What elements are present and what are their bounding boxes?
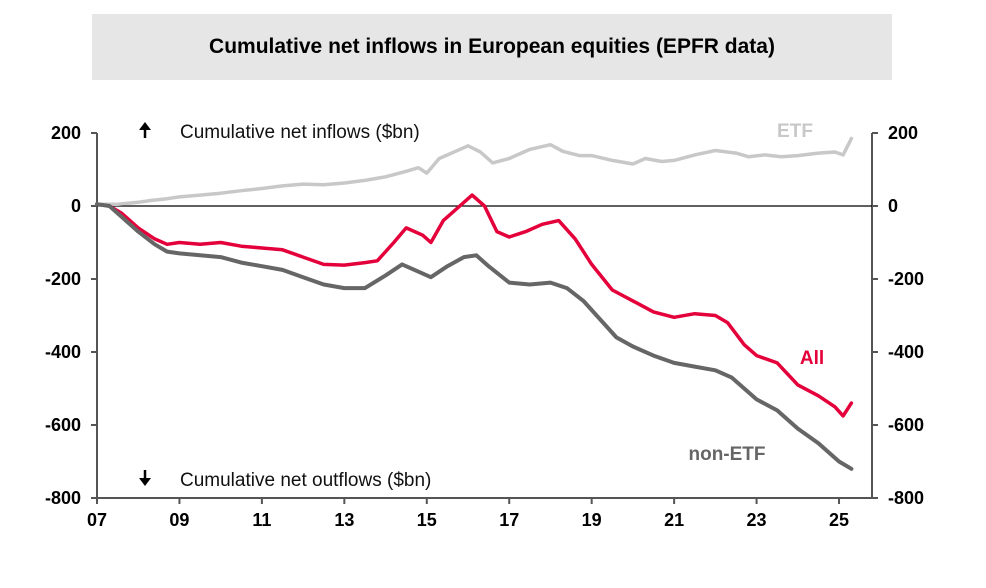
chart-title: Cumulative net inflows in European equit…: [209, 35, 775, 58]
x-tick-label: 07: [87, 510, 107, 530]
y-tick-label-left: 0: [71, 196, 81, 216]
y-tick-label-left: -200: [45, 269, 81, 289]
x-tick-label: 13: [334, 510, 354, 530]
x-tick-label: 09: [169, 510, 189, 530]
annotation-outflows: Cumulative net outflows ($bn): [180, 470, 431, 491]
y-tick-label-left: -600: [45, 415, 81, 435]
y-tick-label-right: -800: [888, 488, 924, 508]
y-tick-label-left: 200: [51, 123, 81, 143]
series-label-all: All: [800, 348, 824, 369]
x-tick-label: 21: [664, 510, 684, 530]
x-tick-label: 11: [252, 510, 271, 530]
series-label-non-etf: non-ETF: [688, 444, 765, 465]
x-tick-label: 23: [747, 510, 767, 530]
series-label-etf: ETF: [777, 121, 813, 142]
y-tick-label-left: -400: [45, 342, 81, 362]
x-tick-label: 25: [829, 510, 849, 530]
chart-title-bar: Cumulative net inflows in European equit…: [92, 14, 892, 80]
y-tick-label-right: -600: [888, 415, 924, 435]
arrow-up-icon: [139, 122, 151, 138]
x-tick-label: 19: [582, 510, 602, 530]
x-tick-label: 15: [417, 510, 437, 530]
arrow-head: [139, 478, 151, 486]
x-tick-label: 17: [499, 510, 519, 530]
y-tick-label-right: -400: [888, 342, 924, 362]
series-line-etf: [95, 136, 854, 206]
arrow-down-icon: [139, 470, 151, 486]
y-tick-label-right: 200: [888, 123, 918, 143]
y-tick-label-right: 0: [888, 196, 898, 216]
series-line-all: [95, 193, 854, 418]
arrow-head: [139, 122, 151, 130]
annotation-inflows: Cumulative net inflows ($bn): [180, 122, 420, 143]
series-line-non-etf: [95, 202, 854, 471]
y-tick-label-left: -800: [45, 488, 81, 508]
y-tick-label-right: -200: [888, 269, 924, 289]
